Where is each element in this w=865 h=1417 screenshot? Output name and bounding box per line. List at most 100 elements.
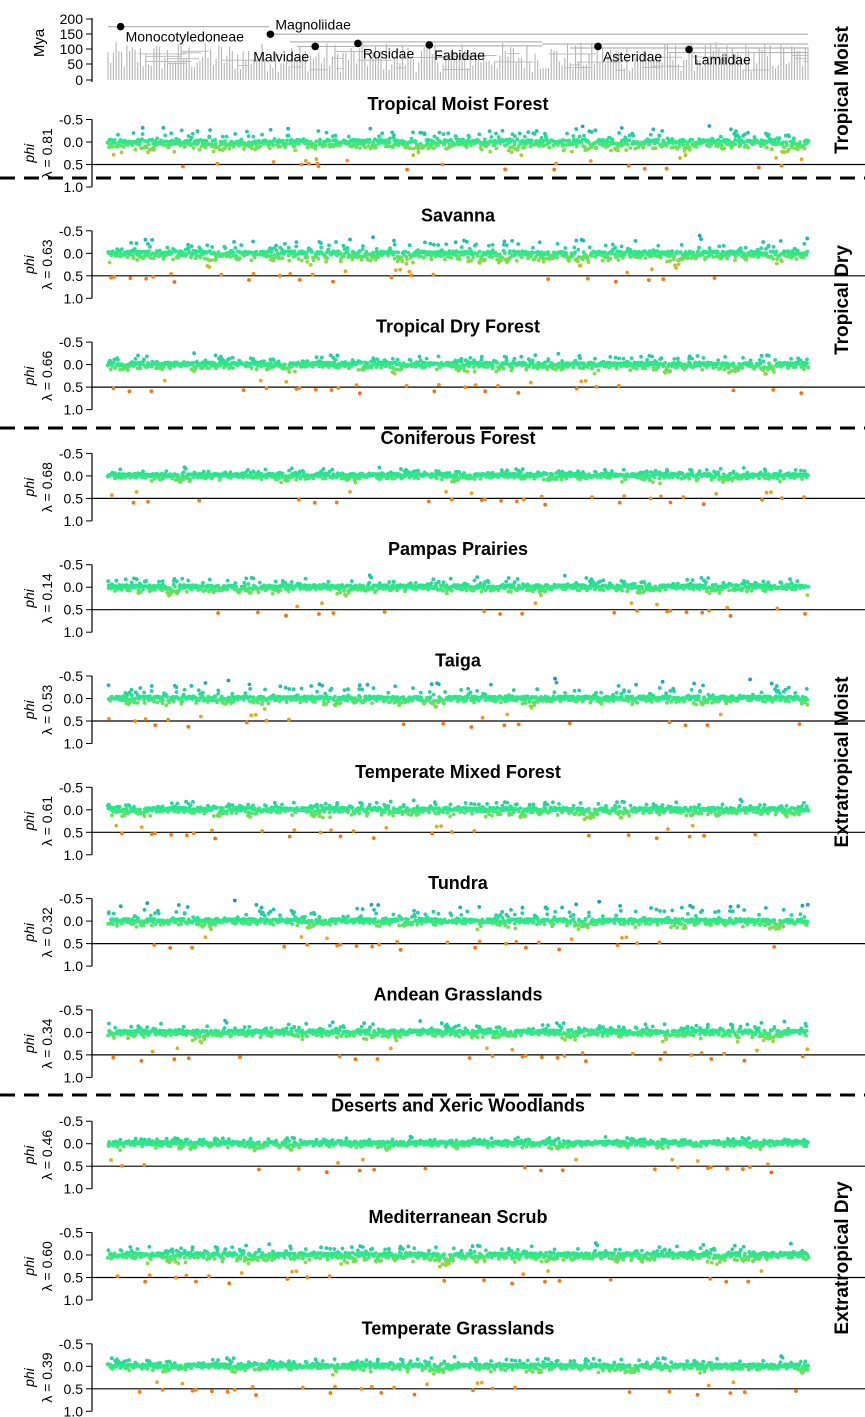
- data-point: [191, 146, 196, 150]
- data-point: [663, 361, 667, 365]
- data-point: [760, 498, 764, 502]
- data-point: [110, 144, 115, 149]
- data-point: [617, 500, 622, 505]
- data-point: [292, 143, 297, 148]
- data-point: [151, 274, 156, 279]
- data-point: [564, 251, 568, 255]
- data-point: [146, 242, 150, 246]
- data-point: [628, 368, 633, 372]
- data-point: [116, 132, 120, 137]
- data-point: [795, 147, 800, 152]
- y-label-phi: phi: [21, 366, 37, 387]
- data-point: [778, 479, 782, 484]
- data-point: [717, 244, 722, 249]
- data-point: [613, 355, 618, 360]
- data-point: [140, 126, 145, 130]
- clade-label: Fabidae: [434, 47, 485, 63]
- data-point: [334, 143, 339, 148]
- data-point: [130, 143, 135, 148]
- data-point: [219, 272, 224, 277]
- data-point: [377, 134, 381, 139]
- data-point: [641, 145, 646, 150]
- data-point: [111, 152, 116, 157]
- data-point: [375, 249, 379, 254]
- data-point: [321, 467, 326, 471]
- data-point: [357, 391, 362, 396]
- data-point: [313, 143, 318, 148]
- data-point: [469, 491, 474, 496]
- data-point: [417, 354, 422, 359]
- data-point: [771, 244, 776, 249]
- data-point: [297, 386, 302, 390]
- data-point: [487, 129, 492, 134]
- y-label-phi: phi: [21, 588, 37, 609]
- data-point: [348, 490, 352, 494]
- clade-node: [311, 42, 320, 51]
- data-point: [661, 364, 666, 369]
- data-point: [274, 248, 279, 253]
- data-point: [464, 145, 469, 150]
- data-point: [763, 476, 768, 481]
- data-point: [488, 149, 493, 154]
- data-point: [390, 356, 395, 361]
- data-point: [181, 470, 186, 475]
- data-point: [278, 274, 282, 278]
- data-point: [180, 576, 185, 581]
- data-point: [213, 138, 218, 142]
- data-point: [779, 496, 784, 500]
- data-point: [323, 476, 328, 481]
- data-point: [179, 128, 184, 133]
- y-tick-label: 1.0: [64, 179, 84, 195]
- data-point: [242, 147, 246, 151]
- data-point: [497, 367, 501, 372]
- data-point: [286, 478, 290, 483]
- data-point: [186, 242, 190, 247]
- data-point: [466, 255, 471, 260]
- data-point: [284, 380, 289, 384]
- data-point: [789, 357, 793, 361]
- data-point: [152, 145, 156, 150]
- data-point: [805, 236, 810, 241]
- data-point: [350, 254, 354, 258]
- data-point: [806, 365, 811, 370]
- data-point: [769, 490, 773, 495]
- data-point: [233, 246, 238, 250]
- data-point: [416, 476, 421, 481]
- data-point: [769, 147, 774, 152]
- data-point: [177, 138, 181, 143]
- data-point: [362, 141, 367, 146]
- data-point: [318, 137, 322, 142]
- data-point: [706, 138, 711, 143]
- data-point: [293, 148, 298, 153]
- data-point: [608, 256, 613, 261]
- data-point: [197, 498, 202, 503]
- data-point: [449, 497, 454, 502]
- data-point: [111, 386, 116, 391]
- data-point: [439, 140, 444, 145]
- data-point: [784, 140, 789, 145]
- data-point: [465, 369, 470, 374]
- data-point: [627, 138, 631, 143]
- data-point: [271, 143, 275, 147]
- data-point: [734, 129, 738, 134]
- data-point: [231, 366, 235, 370]
- data-point: [143, 237, 148, 242]
- data-point: [718, 466, 723, 471]
- data-point: [287, 258, 292, 263]
- data-point: [531, 245, 535, 250]
- data-point: [189, 255, 193, 260]
- data-point: [670, 249, 675, 254]
- panel-title: Tropical Moist Forest: [367, 94, 548, 114]
- data-point: [665, 468, 669, 472]
- data-point: [313, 387, 318, 392]
- data-point: [220, 142, 225, 147]
- data-point: [216, 611, 221, 615]
- data-point: [485, 365, 490, 369]
- data-point: [660, 129, 665, 133]
- tree-branches: [107, 26, 809, 80]
- data-point: [746, 145, 751, 150]
- y-tick-label: 0.0: [64, 134, 84, 150]
- data-point: [411, 260, 415, 265]
- data-point: [205, 243, 210, 248]
